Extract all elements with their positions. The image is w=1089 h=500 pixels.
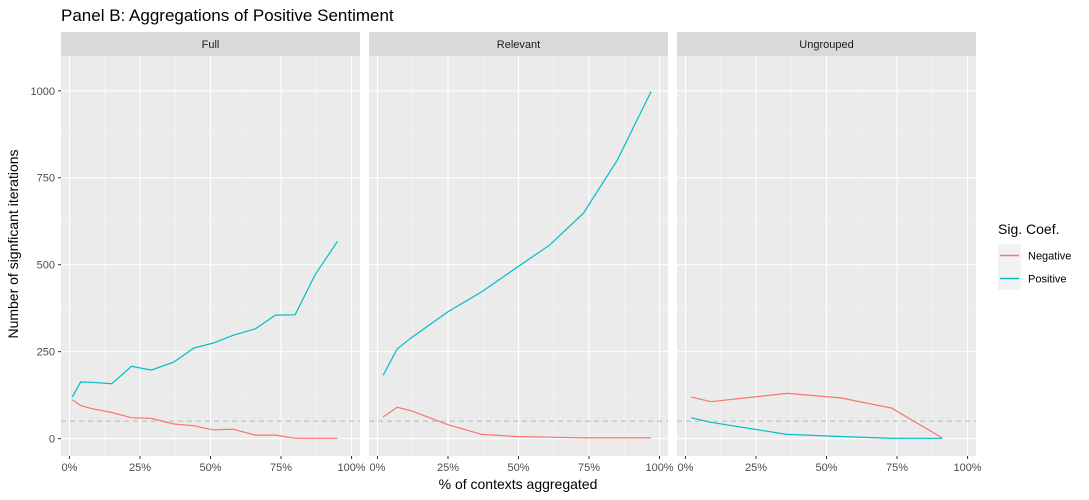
panel-ungrouped: Ungrouped 0% 25% 50% 75% 100% — [677, 32, 982, 474]
x-tick-label: 0% — [62, 462, 78, 474]
x-axis-label: % of contexts aggregated — [439, 476, 598, 492]
series-line-negative — [382, 406, 652, 439]
series-line-positive — [690, 417, 943, 439]
x-tick-label: 75% — [578, 462, 600, 474]
x-tick-label: 75% — [886, 462, 908, 474]
legend-item-negative: Negative — [998, 244, 1071, 267]
y-tick-label: 1000 — [31, 86, 55, 98]
x-tick-label: 50% — [507, 462, 529, 474]
y-axis-label: Number of signficant iterations — [5, 149, 21, 338]
legend: Sig. Coef. Negative Positive — [998, 221, 1071, 290]
x-tick-label: 50% — [815, 462, 837, 474]
panel-relevant: Relevant 0% 25% 50% 75% 100% — [369, 32, 674, 474]
x-tick-label: 100% — [645, 462, 673, 474]
legend-label: Negative — [1028, 251, 1071, 263]
panel-full: Full 0% 25% 50% 75% 100% — [61, 32, 366, 474]
x-tick-label: 75% — [270, 462, 292, 474]
x-tick-label: 0% — [678, 462, 694, 474]
x-tick-label: 100% — [953, 462, 981, 474]
series-line-negative — [690, 392, 943, 439]
y-tick-label: 0 — [49, 434, 55, 446]
facet-strip — [369, 32, 668, 56]
x-tick-label: 0% — [370, 462, 386, 474]
y-tick-label: 500 — [37, 260, 55, 272]
chart-panels: Full 0% 25% 50% 75% 100% Relevant 0% 25% 50% 75% 10… — [61, 32, 982, 474]
x-tick-label: 100% — [337, 462, 365, 474]
x-tick-label: 50% — [199, 462, 221, 474]
series-line-positive — [71, 241, 338, 398]
facet-strip-label: Relevant — [497, 39, 540, 51]
legend-title: Sig. Coef. — [998, 221, 1059, 237]
chart-title: Panel B: Aggregations of Positive Sentim… — [61, 6, 394, 25]
x-tick-label: 25% — [437, 462, 459, 474]
facet-strip — [677, 32, 976, 56]
series-line-negative — [71, 399, 338, 439]
y-axis: 0 250 500 750 1000 — [31, 86, 61, 446]
y-tick-label: 750 — [37, 173, 55, 185]
legend-item-positive: Positive — [998, 267, 1067, 290]
facet-strip — [61, 32, 360, 56]
x-tick-label: 25% — [745, 462, 767, 474]
y-tick-label: 250 — [37, 347, 55, 359]
series-line-positive — [382, 91, 652, 376]
legend-label: Positive — [1028, 274, 1067, 286]
x-tick-label: 25% — [129, 462, 151, 474]
facet-strip-label: Ungrouped — [799, 39, 853, 51]
facet-strip-label: Full — [202, 39, 220, 51]
